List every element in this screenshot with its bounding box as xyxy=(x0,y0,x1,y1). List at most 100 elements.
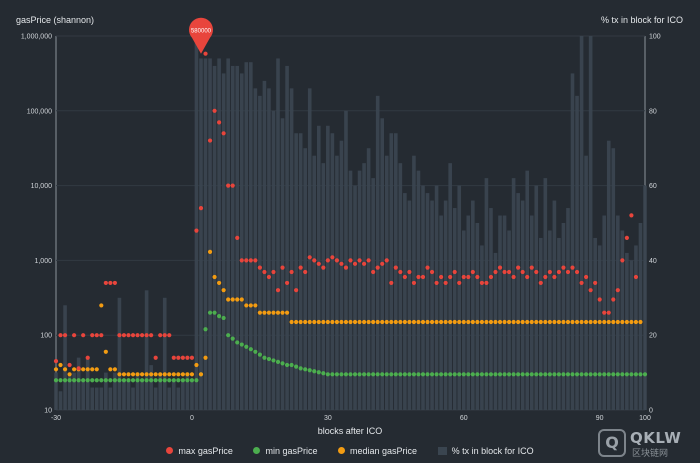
pct-bar xyxy=(285,65,289,411)
pct-bar xyxy=(153,387,158,410)
pct-bar xyxy=(525,170,529,410)
min-gas-point xyxy=(552,372,557,377)
y-left-axis-title: gasPrice (shannon) xyxy=(16,15,94,25)
min-gas-point xyxy=(212,310,217,315)
pct-bar xyxy=(326,125,330,410)
min-gas-point xyxy=(303,367,308,372)
y-right-tick-label: 40 xyxy=(649,258,657,265)
min-gas-point xyxy=(439,372,444,377)
min-gas-point xyxy=(294,364,299,369)
pct-bar xyxy=(643,185,647,410)
median-gas-point xyxy=(244,303,249,308)
min-gas-point xyxy=(126,378,131,383)
min-gas-point xyxy=(162,378,167,383)
max-gas-point xyxy=(407,269,412,275)
median-gas-point xyxy=(316,319,321,325)
median-gas-point xyxy=(525,319,530,325)
min-gas-point xyxy=(416,372,421,377)
min-gas-point xyxy=(217,314,222,319)
max-gas-point xyxy=(556,269,562,275)
legend-item-median[interactable]: median gasPrice xyxy=(338,446,417,456)
min-gas-point xyxy=(266,356,272,362)
pct-bar xyxy=(239,73,244,411)
legend-item-max[interactable]: max gasPrice xyxy=(166,446,233,456)
median-gas-point xyxy=(357,319,362,325)
min-gas-point xyxy=(62,378,68,383)
max-gas-point xyxy=(112,280,117,286)
y-left-tick-label: 1,000,000 xyxy=(21,34,52,41)
min-gas-points xyxy=(53,310,648,383)
median-gas-point xyxy=(484,319,489,325)
max-gas-point xyxy=(62,333,68,338)
median-gas-point xyxy=(348,319,353,325)
max-annotation: 580000 xyxy=(188,17,213,54)
median-gas-point xyxy=(371,319,376,325)
min-gas-point xyxy=(53,378,59,383)
max-gas-point xyxy=(108,280,113,286)
median-gas-point xyxy=(334,319,340,325)
median-gas-point xyxy=(529,319,534,325)
min-gas-point xyxy=(103,378,108,383)
pct-bar xyxy=(267,88,271,411)
min-gas-point xyxy=(606,372,611,377)
median-gas-point xyxy=(162,372,167,377)
max-gas-point xyxy=(493,269,498,275)
pct-bar xyxy=(72,372,76,410)
pct-bar xyxy=(108,387,113,410)
max-gas-point xyxy=(85,355,90,360)
pct-bar xyxy=(638,223,643,410)
max-gas-point xyxy=(624,235,629,240)
max-gas-point xyxy=(90,333,95,338)
pct-bar xyxy=(480,245,484,410)
min-gas-point xyxy=(158,378,163,383)
pct-bar xyxy=(76,357,81,410)
median-gas-point xyxy=(212,274,217,280)
min-gas-point xyxy=(452,372,457,377)
median-gas-point xyxy=(633,319,639,325)
median-gas-point xyxy=(407,319,412,325)
max-gas-point xyxy=(366,258,371,263)
y-left-tick-label: 100 xyxy=(40,333,52,340)
min-gas-point xyxy=(248,347,253,352)
min-gas-point xyxy=(352,372,358,377)
median-gas-point xyxy=(398,319,403,325)
median-gas-point xyxy=(475,319,480,325)
max-gas-point xyxy=(207,138,213,143)
min-gas-point xyxy=(289,362,294,368)
min-gas-point xyxy=(139,378,145,383)
min-gas-point xyxy=(275,359,281,364)
median-gas-point xyxy=(180,372,185,377)
median-gas-point xyxy=(253,303,258,308)
x-tick-label: 60 xyxy=(460,415,468,422)
median-gas-point xyxy=(452,319,457,325)
min-gas-point xyxy=(257,352,262,357)
median-gas-point xyxy=(488,319,494,325)
pct-bar xyxy=(181,380,185,410)
min-gas-point xyxy=(121,378,127,383)
min-gas-point xyxy=(602,372,607,377)
median-gas-point xyxy=(479,319,484,325)
pct-bar xyxy=(131,387,135,410)
min-gas-point xyxy=(638,372,643,377)
legend-item-min[interactable]: min gasPrice xyxy=(253,446,317,456)
max-gas-point xyxy=(565,269,571,275)
median-gas-point xyxy=(58,362,63,368)
min-gas-point xyxy=(511,372,516,377)
max-gas-point xyxy=(212,108,217,113)
min-gas-point xyxy=(371,372,376,377)
tick-labels: 10 100 1,000 10,000 100,000 1,000,000 0 20 40 60 8… xyxy=(21,34,661,423)
max-gas-point xyxy=(189,355,195,360)
pct-bar xyxy=(194,36,199,410)
pct-bar xyxy=(634,245,638,410)
pct-bar xyxy=(389,133,394,411)
median-gas-point xyxy=(139,372,145,377)
max-gas-point xyxy=(167,333,172,338)
min-gas-point xyxy=(611,372,616,377)
max-gas-point xyxy=(262,269,267,275)
pct-bar xyxy=(167,387,172,410)
median-gas-point xyxy=(321,319,326,325)
min-gas-point xyxy=(67,378,72,383)
legend-item-pct[interactable]: % tx in block for ICO xyxy=(437,446,534,456)
median-gas-point xyxy=(516,319,521,325)
median-gas-point xyxy=(194,362,199,368)
